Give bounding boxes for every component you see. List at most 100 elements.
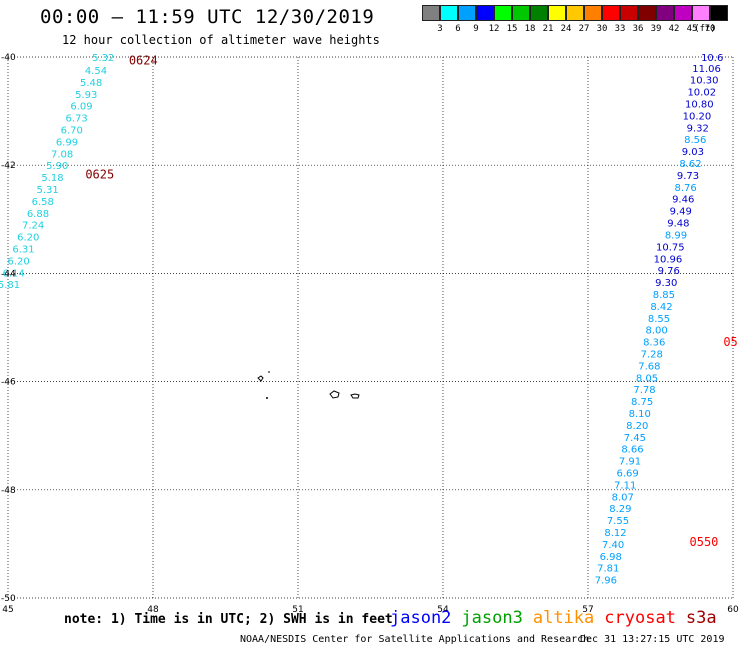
wave-height-value: 8.62 [679, 159, 701, 170]
wave-height-value: 10.80 [685, 100, 714, 111]
legend-swatch [530, 5, 548, 21]
lon-tick-label: 57 [582, 605, 593, 615]
legend-swatch [494, 5, 512, 21]
wave-height-value: 8.10 [629, 409, 651, 420]
legend-label: 15 [506, 24, 518, 34]
wave-height-value: 8.07 [612, 492, 634, 503]
wave-height-value: 7.24 [22, 221, 44, 232]
wave-height-value: 8.05 [636, 373, 658, 384]
legend-unit: (ft) [694, 24, 716, 34]
wave-height-value: 6.20 [7, 256, 29, 267]
legend-swatch [458, 5, 476, 21]
satellite-name: jason3 [461, 608, 523, 628]
wave-height-value: 8.29 [609, 504, 631, 515]
legend-label: 27 [578, 24, 590, 34]
wave-height-value: 6.88 [27, 209, 49, 220]
map-grid [7, 56, 734, 599]
wave-height-value: 8.76 [674, 183, 696, 194]
wave-height-value: 5.90 [46, 161, 68, 172]
wave-height-value: 6.69 [616, 468, 638, 479]
lat-tick-label: -50 [1, 594, 16, 604]
pass-time-label: 0625 [85, 167, 114, 181]
wave-height-value: 10.02 [687, 88, 716, 99]
legend-swatch [674, 5, 692, 21]
wave-height-value: 5.81 [0, 280, 20, 291]
legend-label: 42 [668, 24, 680, 34]
island-outline [350, 393, 360, 399]
wave-height-value: 9.73 [677, 171, 699, 182]
wave-height-value: 5.93 [75, 90, 97, 101]
island-outlines [257, 371, 360, 399]
wave-height-value: 9.76 [658, 266, 680, 277]
wave-height-value: 6.20 [17, 233, 39, 244]
lat-tick-label: -44 [1, 269, 16, 279]
lat-tick-label: -46 [1, 378, 16, 388]
legend-label: 36 [632, 24, 644, 34]
legend-swatch [620, 5, 638, 21]
wave-height-value: 6.73 [65, 114, 87, 125]
wave-height-value: 7.78 [633, 385, 655, 396]
wave-height-value: 7.81 [597, 564, 619, 575]
wave-height-value: 9.49 [670, 207, 692, 218]
wave-height-value: 6.99 [56, 137, 78, 148]
wave-height-value: 7.45 [624, 433, 646, 444]
legend-swatch [584, 5, 602, 21]
wave-height-value: 8.55 [648, 314, 670, 325]
wave-height-value: 5.32 [92, 53, 114, 64]
legend-swatch [710, 5, 728, 21]
wave-height-value: 7.96 [595, 576, 617, 587]
legend-swatch [656, 5, 674, 21]
satellite-name: cryosat [604, 608, 676, 628]
wave-height-value: 8.99 [665, 230, 687, 241]
wave-height-value: 5.18 [41, 173, 63, 184]
wave-height-value: 6.70 [61, 125, 83, 136]
altimeter-tracks: 5.32 4.545.485.936.096.736.706.997.085.90… [0, 53, 738, 587]
legend-swatch [692, 5, 710, 21]
wave-height-value: 9.03 [682, 147, 704, 158]
lat-tick-label: -40 [1, 53, 16, 63]
wave-height-value: 9.32 [687, 123, 709, 134]
wave-height-value: 7.40 [602, 540, 624, 551]
satellite-name: jason2 [390, 608, 452, 628]
legend-label: 39 [650, 24, 662, 34]
island-outline [329, 390, 340, 399]
wave-height-value: 8.85 [653, 290, 675, 301]
lat-tick-label: -48 [1, 486, 16, 496]
page-subtitle: 12 hour collection of altimeter wave hei… [62, 33, 380, 47]
legend-swatch [602, 5, 620, 21]
satellite-name: s3a [685, 608, 717, 628]
lon-tick-label: 45 [2, 605, 13, 615]
wave-height-value: 6.14 [3, 268, 25, 279]
wave-height-value: 7.68 [638, 361, 660, 372]
wave-height-value: 8.42 [650, 302, 672, 313]
axis-tick-labels: 45 48 51 54 57 60 -40 -42 -44 -46 -48 -50 [1, 53, 739, 615]
wave-height-value: 4.54 [85, 66, 107, 77]
legend-swatch [548, 5, 566, 21]
wave-height-value: 9.48 [667, 219, 689, 230]
legend-label: 70 [704, 24, 716, 34]
wave-height-value: 7.08 [51, 149, 73, 160]
wave-height-value: 8.00 [645, 326, 667, 337]
legend-label: 24 [560, 24, 572, 34]
wave-height-value: 10.6 [701, 53, 723, 64]
legend-label: 18 [524, 24, 536, 34]
lat-tick-label: -42 [1, 161, 16, 171]
wave-height-value: 7.91 [619, 457, 641, 468]
legend-label: 3 [437, 24, 443, 34]
wave-height-value: 8.75 [631, 397, 653, 408]
wave-height-value: 6.31 [12, 245, 34, 256]
color-legend: 3 6 9 12 15 18 21 24 27 30 33 36 39 42 45 70 (ft) [422, 5, 728, 35]
wave-height-value: 6.98 [600, 552, 622, 563]
legend-label: 30 [596, 24, 608, 34]
pass-time-label: 05 [723, 335, 737, 349]
wave-height-value: 7.28 [641, 349, 663, 360]
lon-tick-label: 48 [147, 605, 159, 615]
wave-height-value: 7.55 [607, 516, 629, 527]
wave-height-value: 11.06 [692, 64, 721, 75]
wave-height-value: 6.09 [70, 102, 92, 113]
footer-note: note: 1) Time is in UTC; 2) SWH is in fe… [64, 612, 393, 627]
legend-label: 6 [455, 24, 461, 34]
wave-height-value: 6.58 [32, 197, 54, 208]
legend-swatch [440, 5, 458, 21]
legend-swatch [422, 5, 440, 21]
